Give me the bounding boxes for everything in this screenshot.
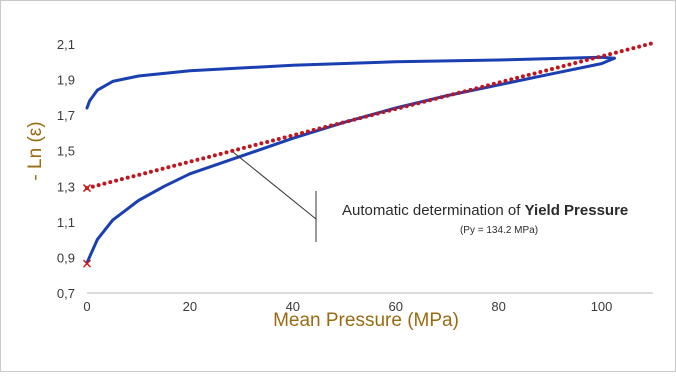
linear-fit-line: [85, 41, 655, 191]
annotation-emphasis: Yield Pressure: [525, 202, 629, 219]
y-tick-label: 2,1: [57, 37, 75, 52]
y-tick-label: 1,9: [57, 73, 75, 88]
y-axis-ticks: 0,7 0,9 1,1 1,3 1,5 1,7 1,9 2,1: [57, 37, 75, 301]
decompression-curve: [85, 55, 616, 110]
series-layer: [85, 41, 655, 265]
y-tick-label: 0,9: [57, 250, 75, 265]
annotation-subtext: (Py = 134.2 MPa): [460, 225, 538, 236]
y-tick-label: 1,1: [57, 215, 75, 230]
y-axis-title: - Ln (ε): [25, 121, 46, 180]
annotation-leader-line: [233, 152, 317, 220]
x-tick-label: 60: [388, 299, 402, 314]
axes: 0 20 40 60 80 100 0,7 0,9 1,1 1,3 1,5 1,7 1,9 2,1: [57, 37, 653, 314]
annotation-label: Automatic determination of Yield Pressur…: [342, 202, 628, 219]
data-marker: [82, 184, 92, 193]
x-tick-label: 20: [183, 299, 197, 314]
y-tick-label: 0,7: [57, 286, 75, 301]
yield-pressure-annotation: Automatic determination of Yield Pressur…: [233, 152, 628, 242]
annotation-prefix: Automatic determination of: [342, 202, 525, 219]
marker-layer: [82, 184, 92, 268]
y-tick-label: 1,5: [57, 144, 75, 159]
x-axis-title: Mean Pressure (MPa): [273, 310, 459, 331]
x-tick-label: 100: [591, 299, 613, 314]
x-tick-label: 40: [286, 299, 300, 314]
compression-curve: [85, 56, 616, 265]
x-axis-ticks: 0 20 40 60 80 100: [83, 299, 612, 314]
data-marker: [82, 259, 92, 268]
x-tick-label: 80: [491, 299, 505, 314]
y-tick-label: 1,3: [57, 179, 75, 194]
y-tick-label: 1,7: [57, 108, 75, 123]
x-tick-label: 0: [83, 299, 90, 314]
